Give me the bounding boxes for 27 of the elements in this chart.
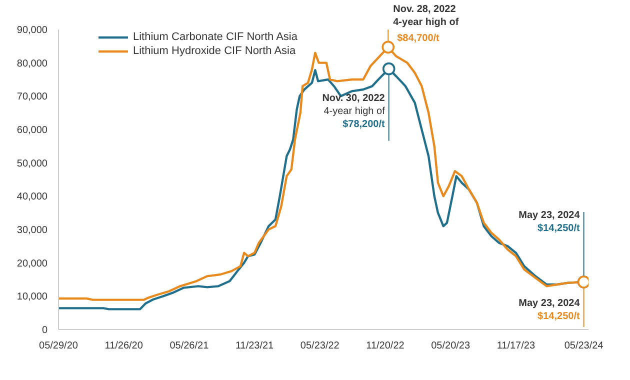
x-tick-label: 05/20/23 [431,340,470,352]
x-tick-label: 11/26/20 [104,340,144,352]
legend-label: Lithium Hydroxide CIF North Asia [133,45,296,57]
y-tick-label: 80,000 [16,58,48,70]
annotation: May 23, 2024 $14,250/t [518,210,580,234]
y-tick-label: 90,000 [16,25,48,36]
annotation: Nov. 30, 2022 4-year high of $78,200/t [322,92,386,130]
x-tick-label: 11/17/23 [496,340,536,352]
y-tick-label: 30,000 [16,225,48,236]
y-tick-label: 40,000 [16,192,48,203]
x-tick-label: 05/26/21 [170,340,210,352]
x-tick-label: 11/23/21 [235,340,274,352]
y-tick-label: 70,000 [16,92,48,103]
point [382,40,395,54]
y-tick-label: 10,000 [16,292,48,303]
annotation: Nov. 28, 2022 4-year high of $84,700/t [393,4,460,44]
y-tick-label: 50,000 [16,158,48,170]
point [382,62,396,76]
legend-label: Lithium Carbonate CIF North Asia [133,31,298,43]
x-tick-label: 05/23/24 [564,340,604,352]
y-tick-label: 0 [42,325,48,336]
y-tick-label: 60,000 [16,125,48,136]
x-tick-label: 05/29/20 [39,340,78,352]
annotation: May 23, 2024 $14,250/t [518,298,580,322]
x-tick-label: 05/23/22 [300,340,340,352]
y-tick-label: 20,000 [16,258,48,270]
x-tick-label: 11/20/22 [366,340,405,352]
